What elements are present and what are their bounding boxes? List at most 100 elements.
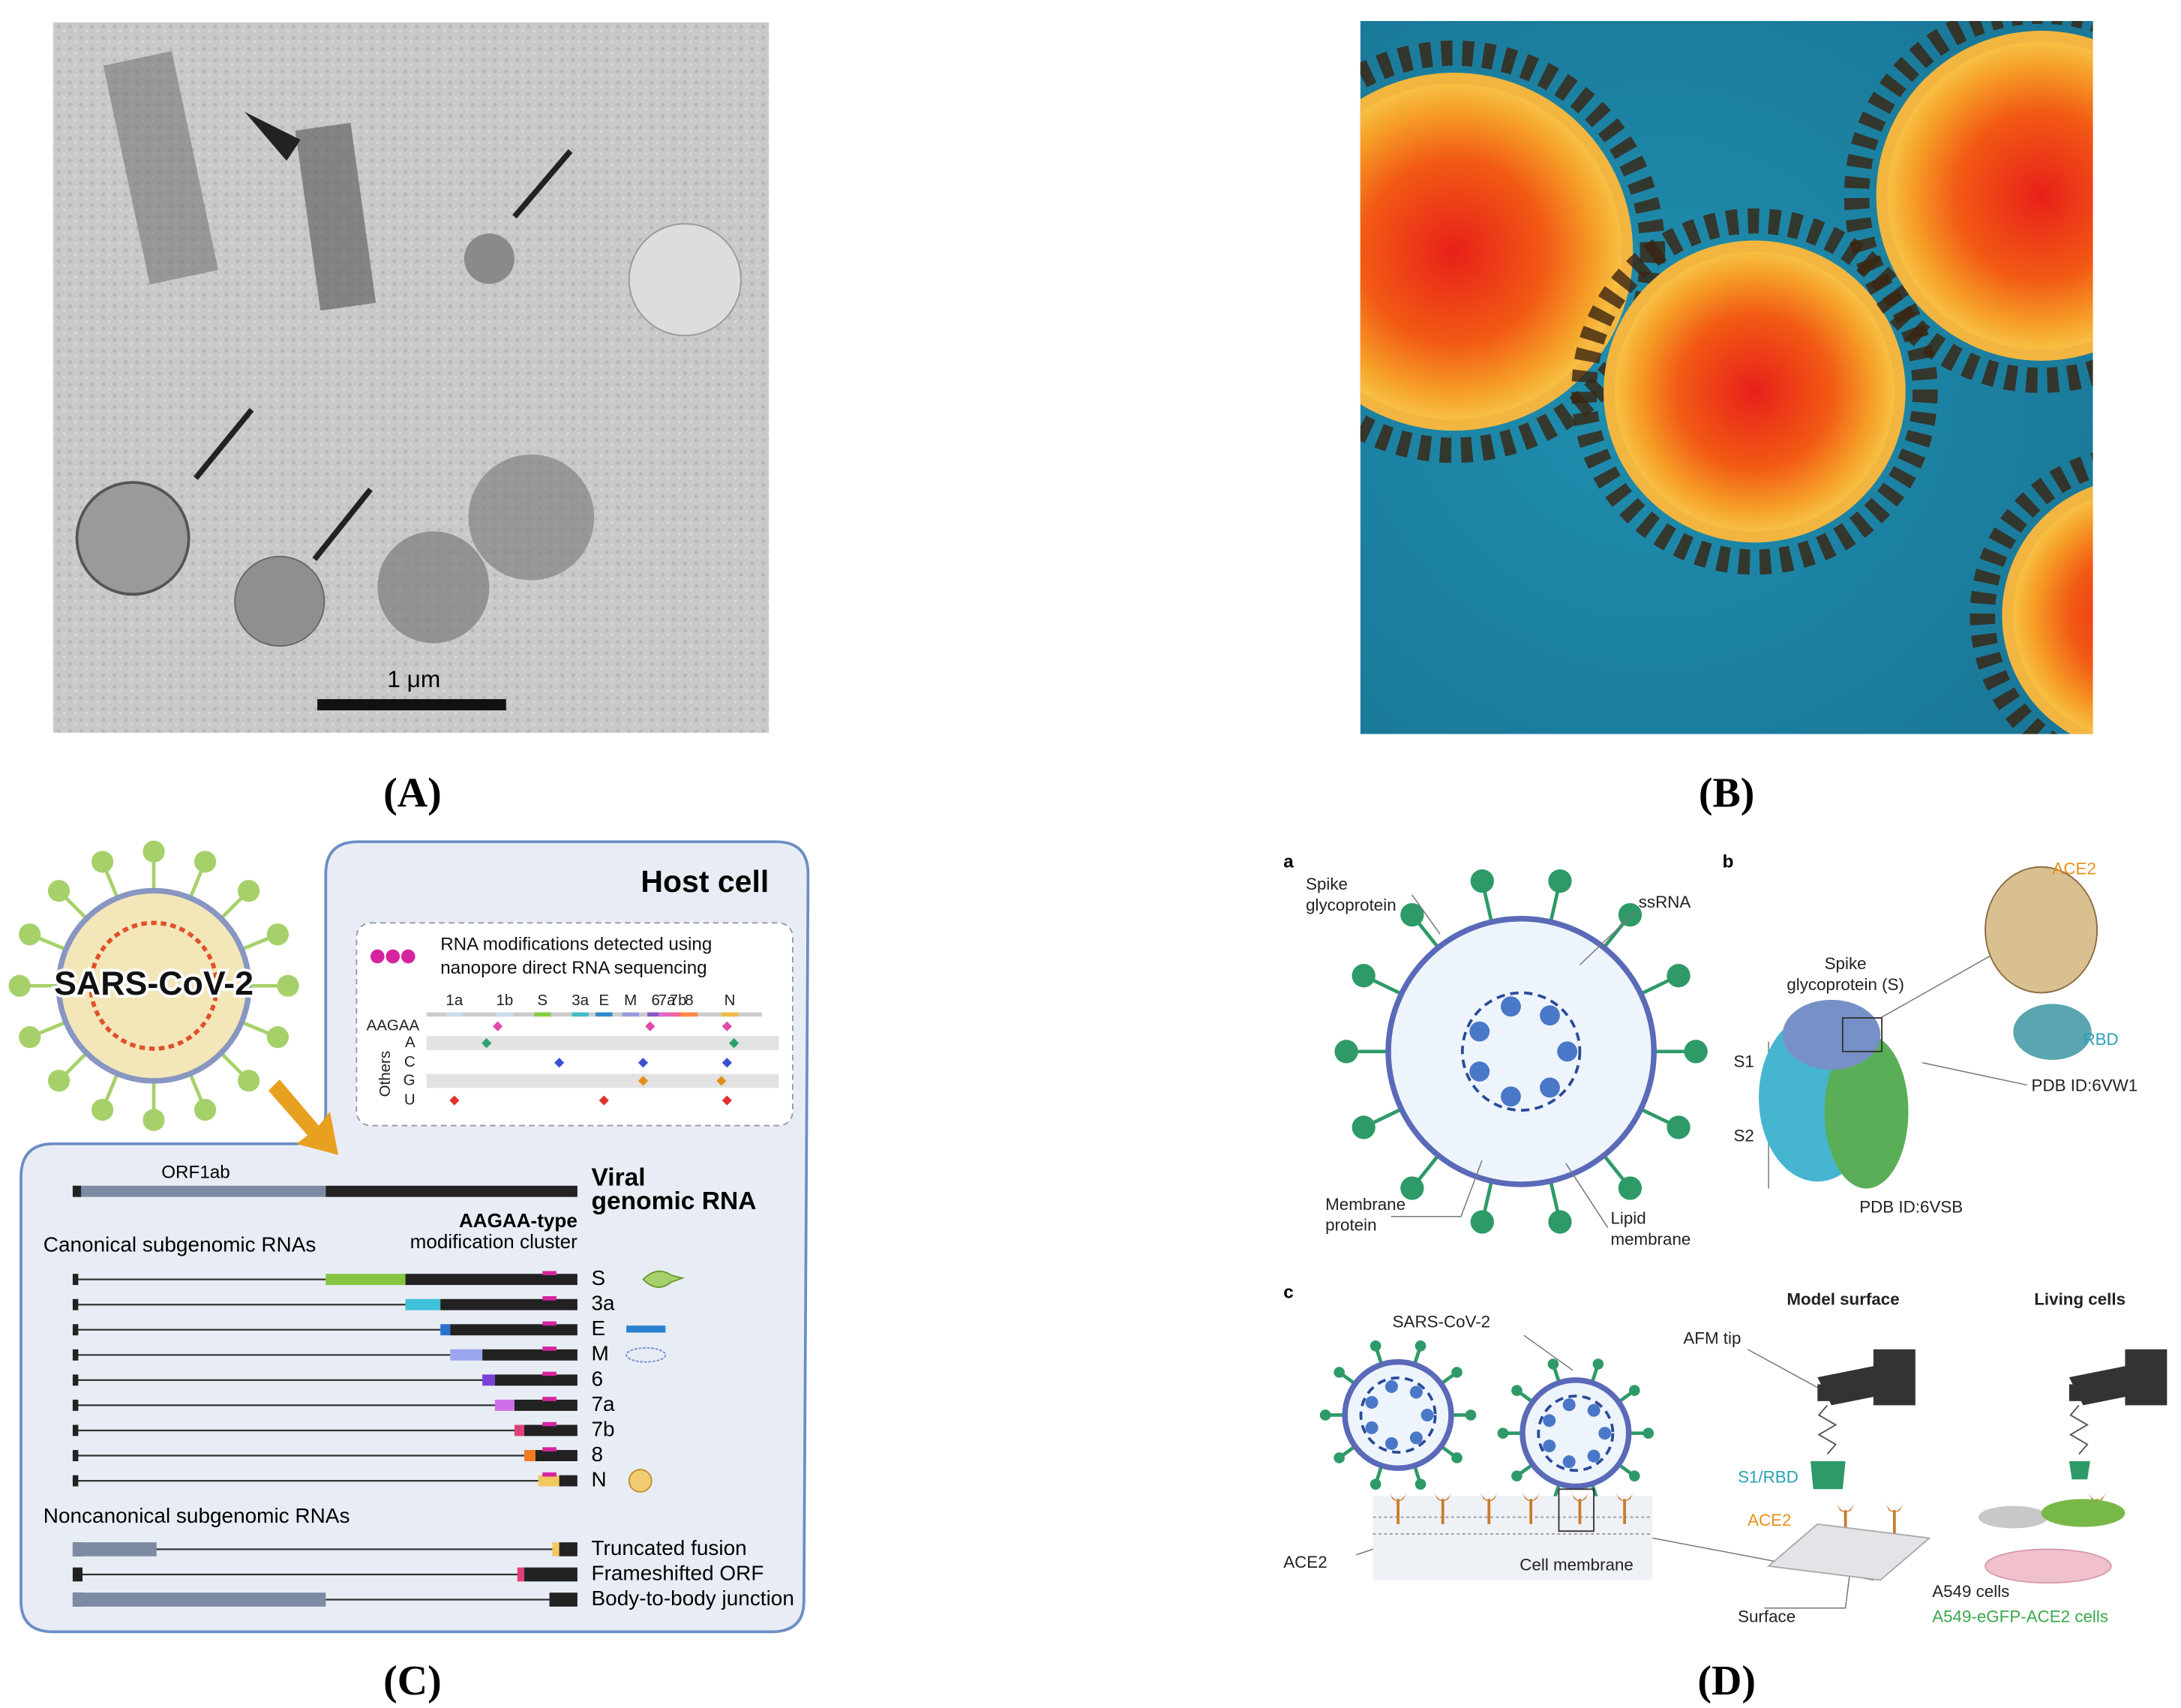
annotation: A549 cells — [1932, 1582, 2009, 1601]
structure — [295, 122, 376, 311]
sgrna-body — [482, 1349, 578, 1361]
mod-cluster — [542, 1421, 556, 1427]
rna — [1587, 1403, 1600, 1417]
annotation: ACE2 — [1283, 1553, 1327, 1571]
leader — [72, 1475, 79, 1487]
modification — [598, 1095, 609, 1106]
annotation: Lipid — [1610, 1208, 1646, 1227]
modification — [729, 1038, 740, 1049]
virus-label: SARS-CoV-2 — [54, 965, 254, 1002]
genome-rest — [326, 1185, 578, 1197]
mod-cluster — [542, 1447, 556, 1451]
annotation: A549-eGFP-ACE2 cells — [1932, 1607, 2108, 1626]
gene-label: M — [624, 992, 637, 1009]
orf — [517, 1567, 525, 1582]
row-label: A — [405, 1034, 416, 1051]
spike-head — [1470, 1210, 1494, 1234]
rna — [1384, 1436, 1398, 1450]
spike-head — [1548, 869, 1572, 893]
spike-head — [1628, 1385, 1640, 1397]
sgrna-label: Frameshifted ORF — [592, 1561, 764, 1584]
annotation: S2 — [1733, 1126, 1754, 1145]
ace2-head — [1521, 1490, 1541, 1502]
spike-head — [1511, 1470, 1522, 1481]
sub-label: a — [1283, 852, 1294, 872]
gene-bar — [534, 1012, 551, 1017]
gene-label: N — [724, 992, 736, 1009]
mod-cluster — [542, 1472, 556, 1477]
gene-bar — [622, 1012, 639, 1017]
annotation: protein — [1325, 1216, 1376, 1235]
leader — [72, 1450, 79, 1461]
gene-label: 8 — [685, 992, 693, 1009]
sgrna-body — [559, 1475, 578, 1487]
orf — [494, 1399, 514, 1411]
orf — [440, 1324, 451, 1336]
spike-head — [1414, 1478, 1426, 1490]
gene-bar — [647, 1012, 664, 1017]
cluster-label: AAGAA-type — [459, 1209, 578, 1232]
spike-head — [237, 880, 260, 902]
spike-head — [277, 974, 299, 997]
leaders — [1355, 894, 2028, 1609]
spike-head — [1451, 1367, 1462, 1378]
spike-head — [91, 1098, 114, 1121]
modification — [482, 1038, 492, 1049]
orf — [552, 1542, 560, 1556]
rna — [1365, 1421, 1378, 1434]
gene-label: 6 — [652, 992, 660, 1009]
cell — [1978, 1505, 2048, 1529]
ace2-head — [1388, 1490, 1408, 1502]
host-title: Host cell — [640, 864, 769, 899]
spike-head — [1352, 1115, 1376, 1139]
annotation: PDB ID:6VSB — [1859, 1197, 1963, 1216]
rna — [1501, 1086, 1521, 1107]
spike-head — [1451, 1452, 1462, 1463]
rna — [1384, 1379, 1398, 1393]
spike-icon — [642, 1270, 685, 1288]
sgrna-label: Truncated fusion — [592, 1536, 747, 1559]
spike-head — [1370, 1478, 1382, 1490]
scale-bar — [317, 699, 506, 710]
annotation: ssRNA — [1639, 893, 1691, 911]
annotation: Membrane — [1325, 1195, 1406, 1214]
modification — [645, 1021, 656, 1031]
modification — [449, 1095, 460, 1106]
rna — [1540, 1005, 1560, 1026]
orf — [72, 1542, 157, 1556]
sgrna-label: Body-to-body junction — [592, 1586, 794, 1610]
rna-loop — [1460, 991, 1582, 1112]
spike-head — [1400, 1176, 1424, 1200]
mod-cluster — [542, 1346, 556, 1351]
orf — [514, 1424, 525, 1436]
ace2-head — [1570, 1490, 1590, 1502]
gene-bar — [680, 1012, 698, 1017]
sgrna-label: S — [592, 1266, 606, 1289]
spike-head — [19, 923, 41, 946]
arrows — [194, 149, 573, 561]
spike-head — [266, 923, 289, 946]
rna — [1540, 1077, 1560, 1098]
gene-bar — [446, 1012, 464, 1017]
mitochondrion — [468, 454, 595, 581]
spike-head — [47, 1070, 70, 1092]
mod-cluster — [542, 1296, 556, 1301]
spike-head — [19, 1026, 41, 1049]
spike-head — [194, 851, 217, 873]
virion-core — [1887, 41, 2093, 350]
rna-coil — [88, 920, 219, 1051]
afm-tips — [1817, 1349, 2168, 1406]
sub-label: b — [1723, 852, 1734, 872]
modification — [493, 1021, 503, 1031]
row-label: G — [404, 1071, 416, 1088]
panel-b: (B) — [1360, 20, 2093, 816]
rna — [1469, 1061, 1490, 1082]
structure — [103, 51, 218, 285]
sgrna-body — [535, 1450, 578, 1461]
mod-cluster — [542, 1397, 556, 1401]
ace2-head — [1884, 1502, 1904, 1513]
gene-bar — [496, 1012, 514, 1017]
vesicle — [464, 233, 514, 284]
gene-label: E — [598, 992, 609, 1009]
